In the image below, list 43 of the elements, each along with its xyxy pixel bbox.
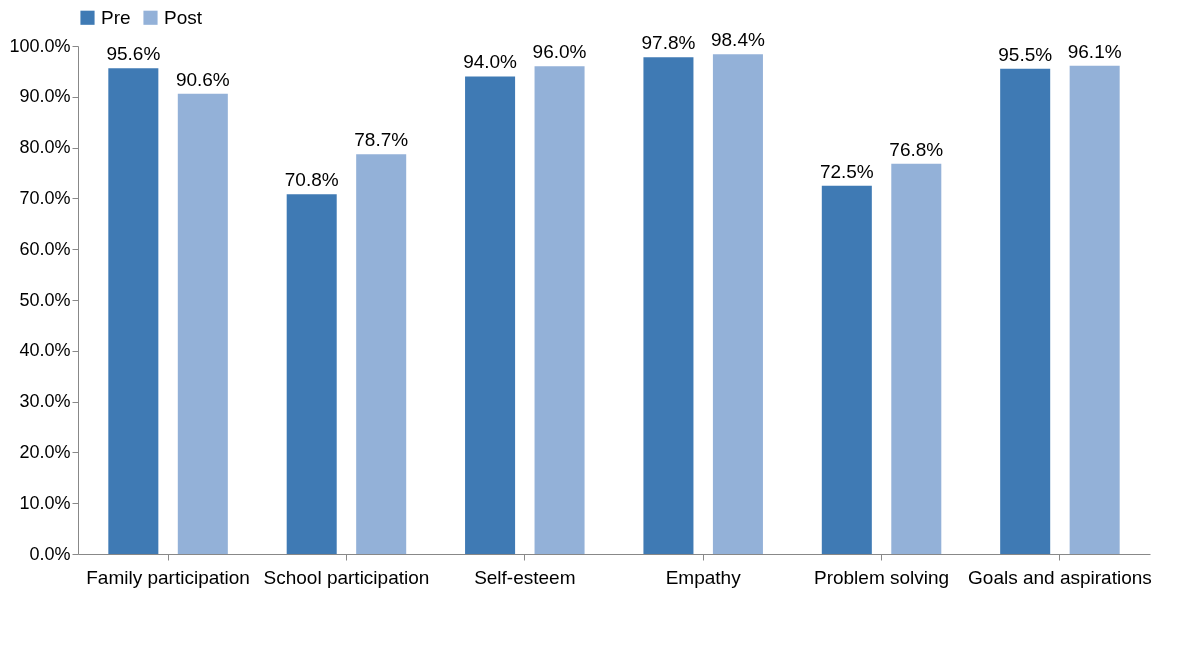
data-label: 96.0% [532, 41, 587, 63]
legend-label: Post [164, 6, 203, 28]
bar [891, 163, 942, 554]
data-label: 94.0% [463, 51, 518, 73]
data-label: 78.7% [354, 129, 409, 151]
bar [286, 194, 337, 554]
x-tick-label: Family participation [86, 566, 250, 588]
x-tick-label: Empathy [665, 566, 742, 588]
data-label: 98.4% [710, 29, 765, 51]
y-tick-label: 60.0% [19, 238, 71, 259]
x-tick-label: School participation [263, 566, 430, 588]
x-tick-label: Goals and aspirations [968, 566, 1152, 588]
y-tick-label: 70.0% [19, 187, 71, 208]
data-label: 90.6% [175, 68, 230, 90]
bar [821, 185, 872, 554]
bar [1000, 68, 1051, 554]
bar [465, 76, 516, 554]
bar [356, 154, 407, 554]
y-tick-label: 0.0% [29, 543, 71, 564]
bar [177, 93, 228, 554]
bar [643, 57, 694, 554]
data-label: 72.5% [819, 160, 874, 182]
bar [712, 54, 763, 554]
data-label: 97.8% [641, 32, 696, 54]
legend-label: Pre [101, 6, 131, 28]
x-tick-label: Self-esteem [474, 566, 576, 588]
data-label: 76.8% [889, 138, 944, 160]
y-tick-label: 20.0% [19, 441, 71, 462]
y-tick-label: 10.0% [19, 492, 71, 513]
y-tick-label: 90.0% [19, 86, 71, 107]
y-tick-label: 100.0% [9, 35, 71, 56]
data-label: 96.1% [1067, 40, 1122, 62]
y-tick-label: 30.0% [19, 391, 71, 412]
bar [1069, 65, 1120, 554]
y-tick-label: 80.0% [19, 137, 71, 158]
y-tick-label: 50.0% [19, 289, 71, 310]
data-label: 95.6% [106, 43, 161, 65]
data-label: 70.8% [284, 169, 339, 191]
x-tick-label: Problem solving [813, 566, 950, 588]
bar [534, 66, 585, 554]
y-tick-label: 40.0% [19, 340, 71, 361]
data-label: 95.5% [998, 43, 1053, 65]
bar [108, 68, 159, 554]
